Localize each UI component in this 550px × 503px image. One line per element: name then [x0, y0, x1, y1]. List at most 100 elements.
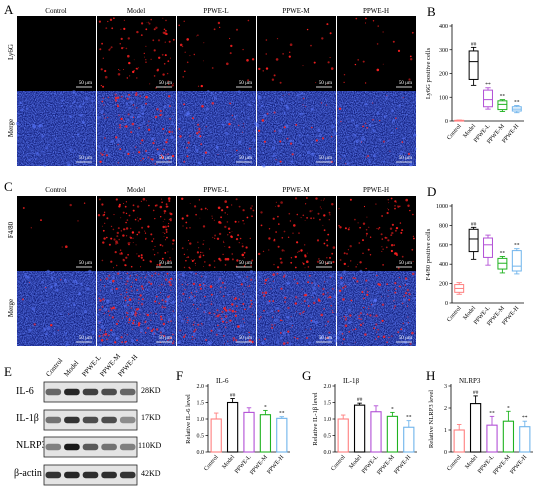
panel-letter-f: F — [176, 368, 183, 383]
y-tick-label: 0 — [445, 301, 448, 307]
col-header-ppwe-m-c: PPWE-M — [282, 186, 310, 194]
y-tick-label: 1000 — [436, 204, 448, 210]
significance-mark: ## — [471, 41, 477, 47]
y-tick-label: 0.0 — [324, 450, 332, 456]
micrograph-a-stain-4: 50 μm — [337, 16, 416, 91]
bar-mark — [337, 414, 349, 453]
bar-mark — [353, 402, 366, 453]
y-tick-label: 0 — [444, 450, 447, 456]
y-axis-label: Relative NLRP3 level — [428, 390, 435, 448]
y-tick-label: 800 — [439, 223, 448, 229]
micrograph-a-merge-3: 50 μm — [255, 91, 338, 168]
scale-bar-label: 50 μm — [319, 260, 332, 266]
y-axis-label: F4/80 positive cells — [425, 228, 432, 280]
y-tick-label: 2.0 — [197, 384, 205, 390]
micrograph-c-stain-3: 50 μm — [257, 196, 336, 271]
chart-h: 0 1 2 3 Relative NLRP3 level NLRP3 Control Mode… — [428, 377, 533, 476]
wb-band — [45, 471, 62, 479]
bar-mark — [370, 405, 382, 453]
micrograph-a-merge-0: 50 μm — [15, 90, 96, 167]
micrograph-c-merge-4: 50 μm — [335, 269, 417, 347]
col-header-control-c: Control — [45, 186, 66, 194]
bar-mark — [210, 412, 222, 453]
bar-mark — [226, 398, 239, 453]
x-tick-label: Model — [221, 454, 236, 470]
scale-bar-label: 50 μm — [399, 155, 412, 161]
x-tick-label: Control — [446, 305, 463, 323]
wb-band — [82, 388, 99, 396]
scale-bar-label: 50 μm — [79, 335, 92, 341]
box-mark — [483, 87, 493, 110]
wb-label-bactin: β-actin — [14, 468, 42, 479]
micrograph-c-stain-0: 50 μm — [17, 196, 96, 271]
y-tick-label: 1.0 — [324, 417, 332, 423]
y-axis-label: Relative IL-6 level — [185, 394, 192, 444]
significance-mark: ** — [279, 411, 285, 417]
micrograph-a-merge-2: 50 μm — [177, 90, 258, 166]
micrograph-a-stain-1: 50 μm — [97, 16, 176, 91]
wb-strip-2 — [43, 436, 138, 458]
wb-label-il6: IL-6 — [16, 386, 34, 397]
row-label-ly6g: Ly6G — [7, 44, 15, 60]
x-tick-label: PPWE-H — [509, 454, 528, 475]
box-mark — [468, 46, 479, 86]
panel-letter-d: D — [427, 184, 436, 199]
panel-letter-c: C — [4, 179, 13, 194]
y-tick-label: 2.0 — [324, 384, 332, 390]
scale-bar-label: 50 μm — [239, 260, 252, 266]
western-blot: Control Model PPWE-L PPWE-M PPWE-H IL-6 … — [14, 352, 161, 486]
wb-size-il1b: 17KD — [141, 413, 161, 422]
micrograph-c-merge-3: 50 μm — [256, 271, 338, 346]
scale-bar-label: 50 μm — [399, 80, 412, 86]
significance-mark: ## — [357, 397, 363, 403]
y-tick-label: 0.0 — [197, 450, 205, 456]
y-tick-label: 200 — [439, 282, 448, 288]
wb-band — [64, 388, 80, 396]
wb-band — [119, 443, 136, 451]
scale-bar-label: 50 μm — [239, 155, 252, 161]
wb-band — [82, 443, 99, 451]
y-tick-label: 1 — [444, 428, 447, 434]
bar-mark — [519, 420, 531, 453]
col-header-model: Model — [127, 7, 145, 15]
y-tick-label: 0.5 — [197, 434, 205, 440]
wb-size-bactin: 42KD — [141, 469, 161, 478]
bar-mark — [469, 395, 482, 453]
y-tick-label: 300 — [439, 48, 448, 54]
scale-bar-label: 50 μm — [159, 80, 172, 86]
y-tick-label: 3 — [444, 384, 447, 390]
wb-band — [64, 443, 80, 451]
significance-mark: ## — [471, 221, 477, 227]
micrograph-c-stain-4: 50 μm — [337, 196, 416, 271]
y-tick-label: 200 — [439, 72, 448, 78]
chart-g: 0.0 0.5 1.0 1.5 2.0 Relative IL-1β level IL-1β… — [312, 377, 417, 476]
panel-letter-b: B — [427, 4, 436, 19]
chart-title: NLRP3 — [459, 377, 481, 385]
box-mark — [497, 255, 508, 274]
bar-mark — [453, 424, 465, 453]
significance-mark: ** — [500, 94, 506, 100]
wb-label-nlrp3: NLRP3 — [16, 440, 47, 451]
significance-mark: ** — [489, 410, 495, 416]
box-mark — [497, 99, 508, 112]
y-tick-label: 400 — [439, 24, 448, 30]
col-header-control: Control — [45, 7, 66, 15]
wb-band — [119, 471, 136, 479]
wb-strip-0 — [43, 381, 138, 403]
bar-mark — [276, 416, 288, 453]
y-tick-label: 400 — [439, 262, 448, 268]
wb-size-nlrp3: 110KD — [138, 441, 161, 450]
x-tick-label: Control — [330, 454, 347, 472]
col-header-ppwe-h: PPWE-H — [363, 7, 389, 15]
x-tick-label: Model — [464, 454, 479, 470]
bar-mark — [243, 407, 255, 453]
box-mark — [511, 248, 522, 275]
bar-mark — [403, 420, 415, 453]
micrograph-c-stain-2: 50 μm — [177, 196, 256, 271]
significance-mark: ** — [522, 415, 528, 421]
y-tick-label: 0.5 — [324, 434, 332, 440]
bar-mark — [259, 409, 272, 453]
significance-mark: ** — [514, 100, 520, 106]
micrograph-a-stain-3: 50 μm — [257, 16, 336, 91]
